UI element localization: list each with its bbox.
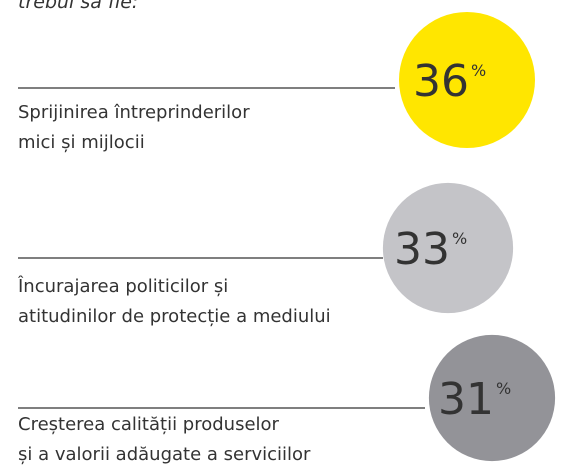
unit-label: % — [452, 229, 467, 248]
value-label: 33 — [394, 224, 450, 275]
value-label: 36 — [413, 56, 469, 107]
bubble — [399, 12, 535, 148]
category-label: Încurajarea politicilor și — [17, 275, 228, 297]
category-label: Sprijinirea întreprinderilor — [18, 102, 250, 123]
category-label: și a valorii adăugate a serviciilor — [18, 444, 311, 465]
unit-label: % — [471, 61, 486, 80]
chart-title: trebui să fie: — [18, 0, 138, 13]
unit-label: % — [496, 379, 511, 398]
category-label: Creșterea calității produselor — [18, 414, 280, 435]
value-label: 31 — [438, 374, 494, 425]
bubble — [428, 334, 556, 462]
bubble — [382, 182, 514, 314]
category-label: atitudinilor de protecție a mediului — [18, 306, 331, 327]
category-label: mici și mijlocii — [18, 132, 145, 153]
